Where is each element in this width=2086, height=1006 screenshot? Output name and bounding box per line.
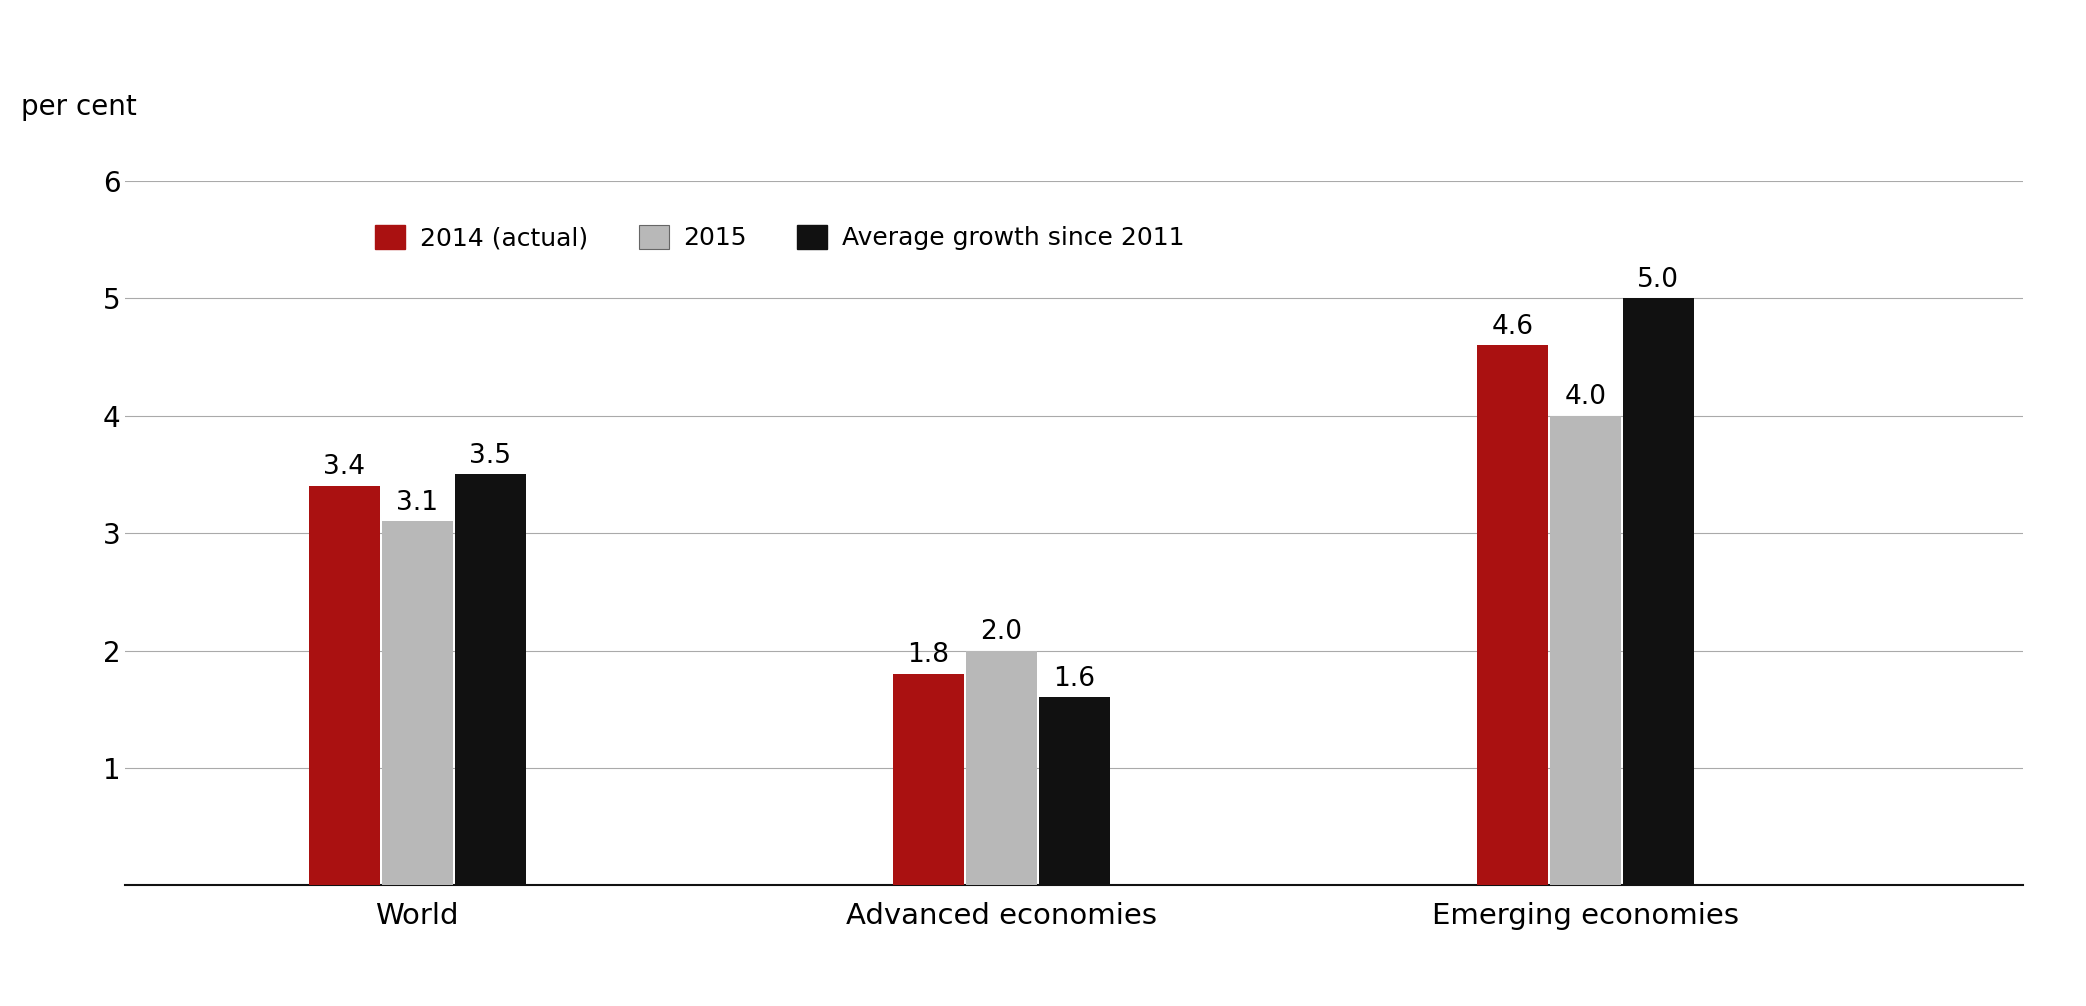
Text: 2.0: 2.0 [980,619,1022,645]
Bar [966,651,1037,885]
Text: 4.0: 4.0 [1564,384,1606,410]
Legend: 2014 (actual), 2015, Average growth since 2011: 2014 (actual), 2015, Average growth sinc… [365,214,1195,261]
Text: 3.4: 3.4 [323,455,365,481]
Text: 5.0: 5.0 [1638,267,1679,293]
Text: 4.6: 4.6 [1491,314,1533,340]
Text: 3.5: 3.5 [469,443,511,469]
Text: per cent: per cent [21,93,136,121]
Text: 1.6: 1.6 [1053,666,1095,692]
Bar [1550,415,1621,885]
Bar [382,521,453,885]
Text: 1.8: 1.8 [907,642,949,668]
Bar [1039,697,1110,885]
Bar [893,674,964,885]
Bar [1623,299,1694,885]
Bar [309,486,380,885]
Bar [1477,345,1548,885]
Text: 3.1: 3.1 [396,490,438,516]
Bar [455,475,526,885]
